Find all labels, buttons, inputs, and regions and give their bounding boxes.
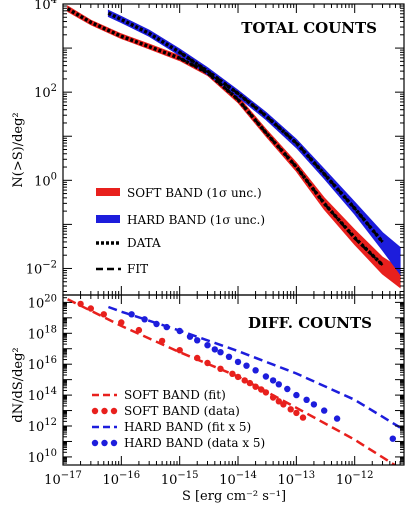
- legend-swatch-soft-band: [96, 188, 120, 196]
- legend-swatch-hard-band: [96, 215, 120, 223]
- hard-band-data-x-5-point: [303, 396, 310, 403]
- hard-band-data-x-5-point: [262, 373, 270, 380]
- hard-band-data-x-5-point: [176, 327, 183, 335]
- hard-band-data-x-5-point: [275, 381, 282, 388]
- hard-band-data-x-5-point: [234, 358, 242, 366]
- soft-band-data-point: [241, 377, 248, 384]
- bottom-y-axis-label: dN/dS/deg²: [11, 347, 26, 422]
- top-frame: [62, 3, 405, 296]
- soft-band-data-point: [287, 406, 294, 413]
- bottom-legend: SOFT BAND (fit) SOFT BAND (data) HARD BA…: [91, 388, 265, 450]
- legend-swatch-soft-data: [91, 407, 118, 415]
- soft-band-data-point: [293, 409, 300, 417]
- hard-band-data-x-5-point: [243, 362, 250, 369]
- hard-band-data-x-5-point: [128, 311, 135, 318]
- soft-band-data-point: [204, 359, 211, 367]
- soft-band-data-point: [87, 305, 95, 312]
- bottom-y-tick-label: 1018: [28, 324, 57, 342]
- soft-band-data-point: [229, 370, 236, 377]
- bottom-y-tick-label: 1016: [28, 355, 57, 373]
- hard-band-data-x-5-point: [310, 401, 318, 408]
- hard-band-data-x-5-point: [225, 353, 233, 360]
- soft-band-data-point: [100, 311, 108, 318]
- legend-label-soft-band: SOFT BAND (1σ unc.): [127, 186, 262, 200]
- hard-band-data-x-5-point: [217, 349, 224, 356]
- top-panel-title: TOTAL COUNTS: [241, 19, 377, 37]
- soft-band-data-point: [258, 386, 265, 393]
- hard-band-data-x-5-point: [163, 323, 170, 331]
- top-y-tick-label: 10−2: [26, 259, 57, 277]
- soft-band-data-point: [252, 383, 259, 390]
- fit-hard-line: [178, 51, 384, 243]
- hard-band-data-x-5-point: [321, 407, 328, 414]
- bottom-panel-title: DIFF. COUNTS: [248, 314, 372, 332]
- soft-band-data-point: [77, 300, 84, 308]
- x-tick-label: 10−13: [278, 470, 316, 488]
- soft-band-data-point: [299, 414, 307, 421]
- bottom-plot-area: [67, 298, 401, 465]
- top-axes: 104 102 100 10−2: [26, 0, 405, 295]
- fit-soft-line: [179, 57, 384, 266]
- soft-band-data-point: [262, 389, 270, 396]
- soft-band-data-point: [280, 401, 287, 408]
- legend-label-soft-fit: SOFT BAND (fit): [124, 388, 226, 402]
- legend-label-data: DATA: [127, 236, 161, 250]
- top-y-tick-label: 102: [34, 83, 57, 101]
- hard-band-1-unc-band: [107, 9, 401, 276]
- x-axis-label: S [erg cm⁻² s⁻¹]: [182, 489, 286, 504]
- bottom-panel: 1020 1018 1016 1014 1012 1010 10−17 10−16 10−15 1…: [11, 293, 405, 504]
- soft-band-data-point: [275, 398, 282, 405]
- top-legend: SOFT BAND (1σ unc.) HARD BAND (1σ unc.) …: [96, 186, 265, 276]
- x-tick-label: 10−16: [103, 470, 141, 488]
- legend-swatch-hard-data: [91, 439, 118, 447]
- legend-label-soft-data: SOFT BAND (data): [124, 404, 240, 418]
- x-tick-label: 10−17: [44, 470, 82, 488]
- bottom-y-tick-label: 1014: [28, 386, 57, 404]
- bottom-y-tick-label: 1010: [28, 448, 57, 466]
- top-y-tick-label: 104: [34, 0, 57, 13]
- hard-band-data-x-5-point: [389, 435, 396, 442]
- hard-band-data-x-5-point: [211, 346, 218, 353]
- legend-label-hard-data: HARD BAND (data x 5): [124, 436, 265, 450]
- soft-band-data-point: [135, 326, 143, 334]
- x-tick-label: 10−14: [219, 470, 257, 488]
- soft-band-data-point: [246, 379, 254, 387]
- hard-band-data-x-5-point: [141, 316, 148, 323]
- bottom-frame: [62, 294, 405, 466]
- hard-band-data-x-5-point: [293, 391, 300, 399]
- soft-band-data-point: [234, 373, 242, 381]
- top-plot-area: [66, 5, 401, 289]
- x-tick-label: 10−12: [336, 470, 374, 488]
- hard-band-data-x-5-point: [204, 342, 211, 349]
- hard-band-data-x-5-point: [284, 385, 291, 393]
- soft-band-data-point: [269, 394, 277, 401]
- soft-band-data-point: [158, 337, 166, 345]
- top-y-tick-label: 100: [34, 171, 57, 189]
- legend-label-hard-fit: HARD BAND (fit x 5): [124, 420, 251, 434]
- x-tick-label: 10−15: [161, 470, 199, 488]
- hard-band-data-x-5-point: [269, 377, 277, 384]
- hard-band-data-x-5-point: [252, 367, 259, 374]
- top-y-axis-label: N(>S)/deg²: [11, 112, 26, 187]
- legend-label-fit: FIT: [127, 262, 148, 276]
- hard-band-data-x-5-point: [194, 337, 201, 344]
- bottom-y-tick-label: 1012: [28, 417, 57, 435]
- hard-band-data-x-5-point: [333, 415, 341, 422]
- hard-band-data-x-5-point: [186, 333, 194, 340]
- soft-band-data-point: [217, 365, 224, 372]
- soft-band-data-point: [194, 354, 201, 362]
- soft-band-1-unc-band: [67, 5, 401, 289]
- soft-band-data-point: [118, 319, 125, 326]
- hard-band-data-x-5-point: [153, 320, 160, 328]
- soft-band-data-point: [176, 347, 183, 354]
- top-panel: 104 102 100 10−2 TOTAL COUNTS N(>S)/deg² SO…: [11, 0, 405, 295]
- bottom-y-tick-label: 1020: [28, 293, 57, 311]
- legend-label-hard-band: HARD BAND (1σ unc.): [127, 213, 265, 227]
